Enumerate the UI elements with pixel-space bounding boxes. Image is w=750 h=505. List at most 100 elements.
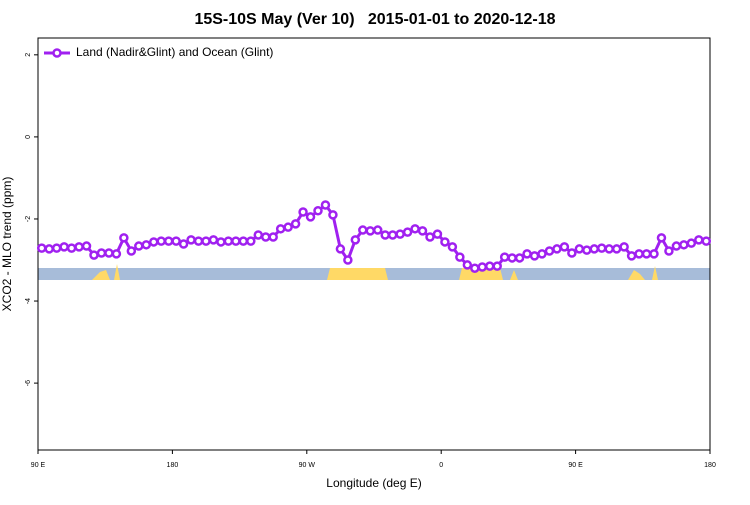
y-tick-label: -4 bbox=[25, 298, 32, 304]
x-tick-label: 0 bbox=[439, 462, 443, 469]
data-point bbox=[507, 253, 517, 263]
x-axis-label: Longitude (deg E) bbox=[326, 476, 421, 490]
data-point bbox=[417, 226, 428, 236]
data-point bbox=[365, 226, 376, 236]
data-point bbox=[694, 235, 704, 245]
data-point bbox=[44, 244, 54, 254]
data-point bbox=[111, 249, 122, 259]
data-point bbox=[514, 253, 525, 263]
data-point bbox=[141, 240, 152, 250]
data-point bbox=[156, 236, 166, 246]
y-tick-label: 0 bbox=[25, 135, 32, 139]
data-point bbox=[36, 243, 47, 253]
land-ocean-strip bbox=[38, 264, 710, 280]
x-tick-label: 90 E bbox=[568, 462, 583, 469]
data-point bbox=[537, 249, 547, 259]
data-point bbox=[425, 232, 435, 242]
data-point bbox=[81, 241, 92, 251]
data-point bbox=[74, 242, 84, 252]
x-tick-label: 90 W bbox=[299, 462, 316, 469]
data-point bbox=[522, 249, 532, 259]
data-point bbox=[298, 207, 308, 217]
data-point bbox=[649, 249, 659, 259]
data-point bbox=[634, 249, 644, 259]
data-point bbox=[410, 224, 420, 234]
data-point bbox=[59, 242, 69, 252]
data-point bbox=[193, 236, 204, 246]
data-point bbox=[559, 242, 570, 252]
data-point bbox=[186, 235, 196, 245]
data-point bbox=[96, 248, 107, 258]
x-tick-label: 90 E bbox=[31, 462, 46, 469]
data-point bbox=[484, 261, 495, 271]
data-point bbox=[664, 246, 674, 256]
data-point bbox=[335, 244, 346, 254]
data-point bbox=[328, 210, 338, 220]
data-point bbox=[350, 235, 361, 245]
data-point bbox=[119, 233, 129, 243]
data-point bbox=[163, 236, 174, 246]
y-tick-label: 2 bbox=[25, 53, 32, 57]
data-point bbox=[574, 244, 585, 254]
data-point bbox=[104, 248, 114, 258]
x-tick-label: 180 bbox=[167, 462, 179, 469]
data-point bbox=[171, 236, 181, 246]
data-point bbox=[380, 230, 390, 240]
data-point bbox=[223, 236, 234, 246]
data-point bbox=[589, 244, 600, 254]
data-point bbox=[492, 261, 502, 271]
data-point bbox=[477, 262, 488, 272]
data-point bbox=[238, 236, 249, 246]
legend-marker bbox=[52, 48, 62, 58]
data-point bbox=[596, 243, 607, 253]
data-point bbox=[499, 252, 510, 262]
data-point bbox=[656, 233, 667, 243]
data-point bbox=[126, 246, 137, 256]
data-point bbox=[216, 237, 226, 247]
data-point bbox=[671, 241, 682, 251]
data-point bbox=[290, 219, 301, 229]
data-point bbox=[201, 236, 211, 246]
data-point bbox=[641, 249, 652, 259]
data-point bbox=[395, 229, 405, 239]
data-line bbox=[41, 202, 707, 270]
data-point bbox=[51, 243, 62, 253]
data-point bbox=[253, 230, 264, 240]
data-point bbox=[402, 227, 413, 237]
data-point bbox=[305, 212, 316, 222]
data-point bbox=[619, 242, 629, 252]
data-point bbox=[582, 245, 592, 255]
data-point bbox=[89, 250, 99, 260]
data-point bbox=[679, 240, 689, 250]
data-point bbox=[686, 238, 697, 248]
data-point bbox=[626, 251, 637, 261]
data-point bbox=[148, 237, 159, 247]
data-point bbox=[343, 255, 353, 265]
y-tick-label: -2 bbox=[25, 216, 32, 222]
x-tick-label: 180 bbox=[704, 462, 716, 469]
data-point bbox=[432, 229, 443, 239]
data-point bbox=[440, 237, 450, 247]
data-point bbox=[611, 244, 622, 254]
data-point bbox=[313, 206, 323, 216]
data-point bbox=[387, 230, 398, 240]
y-axis-label: XCO2 - MLO trend (ppm) bbox=[0, 177, 14, 312]
data-point bbox=[552, 244, 562, 254]
data-point bbox=[134, 241, 144, 251]
data-point bbox=[447, 242, 458, 252]
data-point bbox=[260, 232, 271, 242]
data-point bbox=[567, 248, 577, 258]
data-point bbox=[544, 246, 555, 256]
data-point bbox=[208, 235, 219, 245]
data-point bbox=[268, 232, 278, 242]
data-point bbox=[529, 251, 540, 261]
data-point bbox=[462, 260, 473, 270]
data-point bbox=[470, 263, 480, 273]
data-point bbox=[275, 224, 286, 234]
chart-title: 15S-10S May (Ver 10) 2015-01-01 to 2020-… bbox=[194, 11, 555, 28]
data-point bbox=[701, 236, 712, 246]
data-point bbox=[604, 244, 614, 254]
data-point bbox=[66, 243, 77, 253]
data-point bbox=[320, 200, 331, 210]
